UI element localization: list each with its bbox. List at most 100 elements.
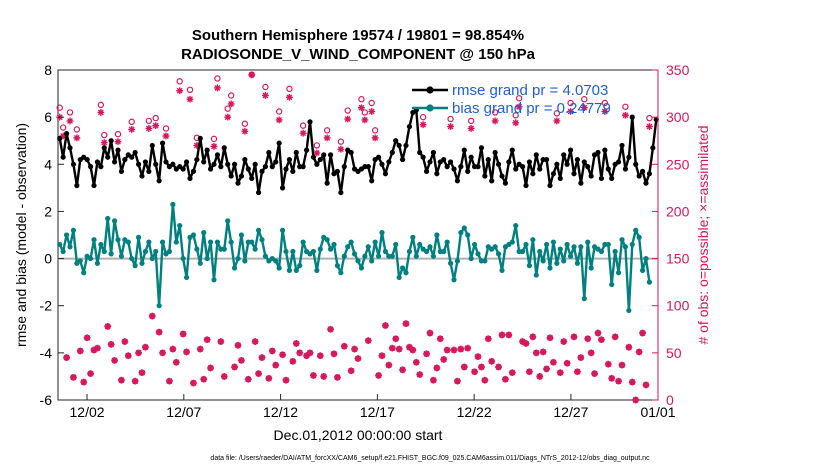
bias-point xyxy=(355,258,361,264)
rmse-point xyxy=(475,164,481,170)
bias-point xyxy=(533,272,539,278)
obs-assimilated-point xyxy=(104,323,112,330)
rmse-point xyxy=(242,156,248,163)
rmse-point xyxy=(266,149,272,156)
rmse-point xyxy=(225,161,231,167)
obs-assimilated-point xyxy=(577,354,585,361)
rmse-point xyxy=(571,171,577,177)
obs-assimilated-point xyxy=(529,333,537,341)
bias-point xyxy=(156,303,162,309)
obs-assimilated-point xyxy=(190,379,197,387)
rmse-point xyxy=(523,182,529,189)
rmse-point xyxy=(417,149,423,156)
obs-assimilated-point xyxy=(152,122,160,130)
bias-point xyxy=(94,260,101,266)
bias-point xyxy=(447,260,454,266)
obs-possible-point xyxy=(581,96,588,103)
y-tick-label: -4 xyxy=(40,345,53,361)
obs-assimilated-point xyxy=(265,374,273,382)
bias-point xyxy=(207,239,214,245)
obs-assimilated-point xyxy=(471,368,478,376)
bias-point xyxy=(540,258,546,264)
rmse-point xyxy=(513,166,519,172)
obs-assimilated-point xyxy=(169,345,177,353)
bias-point xyxy=(348,239,354,245)
rmse-point xyxy=(324,180,330,186)
bias-point xyxy=(146,239,152,245)
obs-possible-point xyxy=(152,114,159,122)
y-tick-label: 6 xyxy=(44,109,52,125)
obs-assimilated-point xyxy=(622,111,629,119)
obs-assimilated-point xyxy=(395,345,403,353)
rmse-point xyxy=(70,161,77,167)
x-tick-label: 01/01 xyxy=(640,404,675,420)
rmse-point xyxy=(327,152,334,158)
rmse-point xyxy=(595,149,601,156)
obs-possible-point xyxy=(186,86,194,94)
bias-point xyxy=(482,258,488,264)
bias-point xyxy=(235,255,241,262)
rmse-point xyxy=(60,154,66,160)
footnote: data file: /Users/raeder/DAI/ATM_forcXX/… xyxy=(210,455,650,462)
obs-assimilated-point xyxy=(587,349,595,357)
bias-point xyxy=(70,227,77,233)
obs-assimilated-point xyxy=(162,132,170,140)
bias-point xyxy=(173,239,179,245)
obs-assimilated-point xyxy=(135,349,142,357)
obs-assimilated-point xyxy=(358,104,365,112)
obs-assimilated-point xyxy=(97,109,105,116)
y-axis-label: rmse and bias (model - observation) xyxy=(13,123,29,347)
obs-assimilated-point xyxy=(618,361,626,369)
obs-assimilated-point xyxy=(412,358,420,366)
legend-bias-marker xyxy=(426,104,434,112)
bias-point xyxy=(77,258,83,264)
rmse-point xyxy=(423,168,430,174)
rmse-point xyxy=(605,166,611,172)
rmse-point xyxy=(156,178,162,184)
rmse-point xyxy=(519,164,526,170)
bias-point xyxy=(57,241,63,248)
obs-assimilated-point xyxy=(238,357,245,364)
rmse-point xyxy=(399,156,406,163)
bias-point xyxy=(430,253,437,259)
x-tick-label: 12/17 xyxy=(360,404,395,420)
rmse-point xyxy=(441,156,447,163)
obs-assimilated-point xyxy=(611,333,619,341)
rmse-point xyxy=(629,114,635,120)
bias-point xyxy=(249,239,255,245)
obs-possible-point xyxy=(275,108,283,115)
rmse-point xyxy=(245,166,251,172)
bias-point xyxy=(557,246,563,252)
rmse-point xyxy=(485,156,491,163)
bias-point xyxy=(410,234,416,240)
obs-assimilated-point xyxy=(598,336,605,344)
obs-assimilated-point xyxy=(210,142,218,150)
obs-assimilated-point xyxy=(59,132,67,140)
obs-possible-point xyxy=(371,127,379,134)
rmse-point xyxy=(602,147,608,153)
rmse-point xyxy=(197,135,203,141)
rmse-point xyxy=(91,182,97,189)
bias-point xyxy=(310,248,317,255)
obs-assimilated-point xyxy=(364,337,372,344)
bias-point xyxy=(423,248,430,255)
bias-point xyxy=(101,248,107,255)
rmse-point xyxy=(537,166,543,172)
obs-assimilated-point xyxy=(142,343,149,351)
y2-axis-label: # of obs: o=possible; ×=assimilated xyxy=(695,125,711,344)
plot-area xyxy=(57,69,659,401)
bias-point xyxy=(132,263,138,269)
obs-assimilated-point xyxy=(231,363,238,371)
obs-possible-point xyxy=(467,117,475,125)
rmse-point xyxy=(495,161,502,167)
bias-point xyxy=(327,246,334,252)
bias-point xyxy=(81,270,87,276)
obs-possible-point xyxy=(313,142,321,149)
rmse-point xyxy=(238,173,245,179)
obs-assimilated-point xyxy=(440,356,448,363)
obs-assimilated-point xyxy=(563,359,571,367)
bias-point xyxy=(67,244,73,250)
obs-assimilated-point xyxy=(550,358,557,366)
obs-assimilated-point xyxy=(406,343,413,351)
obs-possible-point xyxy=(491,109,499,116)
